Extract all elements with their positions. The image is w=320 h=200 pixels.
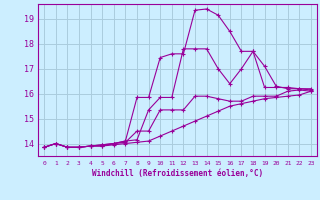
X-axis label: Windchill (Refroidissement éolien,°C): Windchill (Refroidissement éolien,°C) [92, 169, 263, 178]
